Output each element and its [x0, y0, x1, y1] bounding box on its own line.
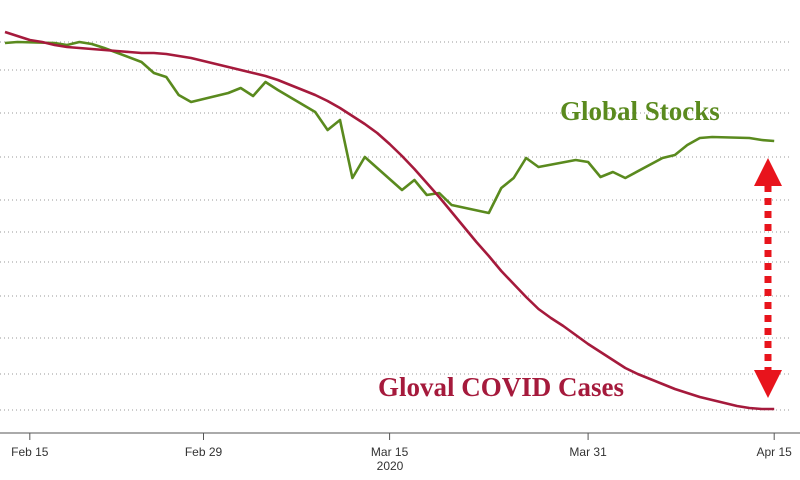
x-axis-ticks: Feb 15 Feb 29 Mar 15 Mar 31 Apr 15: [11, 433, 792, 459]
cases-annotation: Gloval COVID Cases: [378, 372, 624, 402]
lines: [4, 30, 775, 411]
x-tick-label: Feb 15: [11, 445, 49, 459]
x-tick-label: Mar 15: [371, 445, 409, 459]
x-tick-label: Mar 31: [569, 445, 607, 459]
stocks-annotation: Global Stocks: [560, 96, 720, 126]
x-tick-label: Feb 29: [185, 445, 223, 459]
series-line: [4, 40, 775, 215]
x-tick-label: Apr 15: [757, 445, 793, 459]
year-label: 2020: [377, 459, 404, 473]
series-line: [4, 30, 775, 411]
